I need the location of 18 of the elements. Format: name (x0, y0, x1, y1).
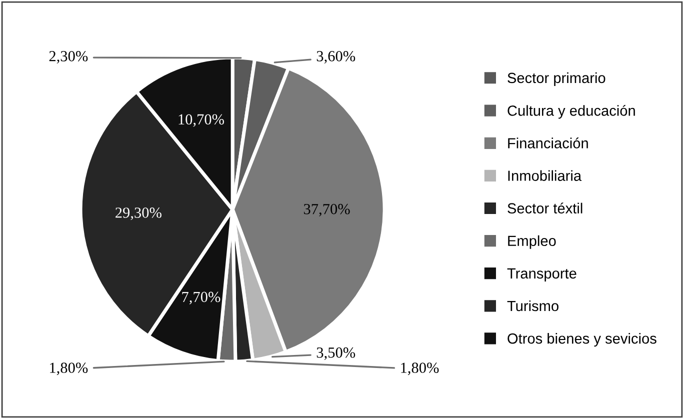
legend-label: Otros bienes y sevicios (508, 333, 656, 347)
data-label: 1,80% (401, 362, 439, 376)
data-label: 29,30% (116, 208, 162, 220)
data-label: 10,70% (178, 114, 224, 127)
legend-label: Cultura y educación (508, 104, 635, 119)
data-label: 7,70% (182, 292, 220, 304)
legend-label: Turismo (507, 300, 558, 312)
legend-label: Sector téxtil (508, 202, 582, 214)
data-label: 1,80% (50, 362, 88, 376)
legend-label: Inmobiliaria (508, 170, 582, 181)
data-label: 37,70% (304, 204, 350, 216)
legend-label: Empleo (508, 235, 556, 249)
data-label: 3,50% (316, 347, 356, 360)
legend-label: Transporte (507, 268, 576, 282)
legend-label: Financiación (508, 138, 588, 148)
data-label: 2,30% (49, 51, 88, 64)
legend-label: Sector primario (508, 72, 606, 86)
data-label: 3,60% (316, 51, 356, 64)
